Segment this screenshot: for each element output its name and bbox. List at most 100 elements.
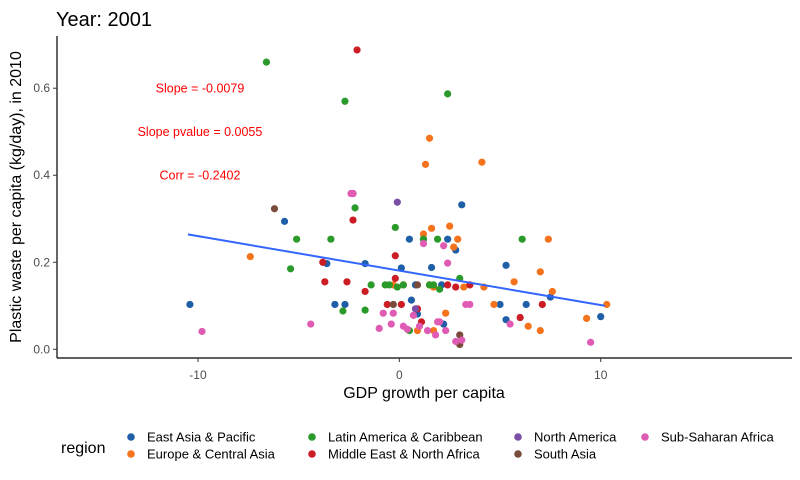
point-europe-central-asia xyxy=(548,287,556,296)
point-europe-central-asia xyxy=(446,222,454,230)
points-layer xyxy=(186,46,611,349)
point-latin-america-caribbean xyxy=(361,306,369,314)
point-middle-east-north-africa xyxy=(343,278,351,286)
point-middle-east-north-africa xyxy=(353,46,361,54)
point-latin-america-caribbean xyxy=(341,97,349,105)
point-sub-saharan-africa xyxy=(415,322,424,330)
trend-layer xyxy=(187,233,605,307)
point-europe-central-asia xyxy=(536,326,544,335)
legend-key xyxy=(514,433,522,441)
annotation-text: Slope pvalue = 0.0055 xyxy=(138,125,263,139)
point-south-asia xyxy=(270,205,279,213)
point-middle-east-north-africa xyxy=(538,300,546,309)
point-sub-saharan-africa xyxy=(389,309,397,317)
point-middle-east-north-africa xyxy=(321,278,329,286)
point-europe-central-asia xyxy=(450,243,458,251)
legend-label: Europe & Central Asia xyxy=(147,447,276,462)
point-latin-america-caribbean xyxy=(293,235,301,243)
point-latin-america-caribbean xyxy=(436,285,444,293)
y-axis-title: Plastic waste per capita (kg/day), in 20… xyxy=(8,51,25,343)
point-sub-saharan-africa xyxy=(506,320,514,328)
point-sub-saharan-africa xyxy=(379,309,387,317)
legend-label: East Asia & Pacific xyxy=(147,430,256,445)
point-south-asia xyxy=(389,300,397,309)
point-latin-america-caribbean xyxy=(262,58,271,66)
point-europe-central-asia xyxy=(544,235,552,243)
point-latin-america-caribbean xyxy=(391,223,399,232)
point-europe-central-asia xyxy=(524,322,532,330)
point-north-america xyxy=(411,305,420,313)
point-middle-east-north-africa xyxy=(383,300,391,309)
point-latin-america-caribbean xyxy=(399,281,407,289)
point-middle-east-north-africa xyxy=(397,300,405,309)
point-east-asia-pacific xyxy=(496,300,504,309)
point-sub-saharan-africa xyxy=(375,324,383,333)
legend-label: Sub-Saharan Africa xyxy=(661,430,775,445)
point-latin-america-caribbean xyxy=(444,90,452,98)
point-middle-east-north-africa xyxy=(444,281,452,289)
point-east-asia-pacific xyxy=(341,300,349,309)
x-axis-ticks: -10 0 10 xyxy=(189,358,608,382)
x-axis-title: GDP growth per capita xyxy=(343,385,505,402)
point-europe-central-asia xyxy=(427,224,436,232)
point-sub-saharan-africa xyxy=(307,320,315,328)
point-east-asia-pacific xyxy=(502,261,510,269)
y-tick-label: 0.0 xyxy=(33,342,50,356)
point-middle-east-north-africa xyxy=(452,283,460,291)
point-sub-saharan-africa xyxy=(436,318,444,326)
point-sub-saharan-africa xyxy=(349,189,357,198)
point-europe-central-asia xyxy=(454,235,462,243)
point-latin-america-caribbean xyxy=(367,281,375,289)
y-tick-label: 0.6 xyxy=(33,81,50,95)
y-axis-ticks: 0.0 0.2 0.4 0.6 xyxy=(33,81,57,356)
point-latin-america-caribbean xyxy=(429,281,438,289)
point-middle-east-north-africa xyxy=(319,258,327,266)
annotations-layer: Slope = -0.0079 Slope pvalue = 0.0055 Corr… xyxy=(138,82,263,183)
point-europe-central-asia xyxy=(603,300,611,309)
point-europe-central-asia xyxy=(419,230,428,238)
point-europe-central-asia xyxy=(536,268,544,276)
point-europe-central-asia xyxy=(490,300,498,309)
point-latin-america-caribbean xyxy=(433,235,442,243)
point-europe-central-asia xyxy=(246,253,254,261)
point-east-asia-pacific xyxy=(427,263,436,272)
point-sub-saharan-africa xyxy=(458,336,466,344)
legend-key xyxy=(127,433,135,441)
point-east-asia-pacific xyxy=(331,300,339,309)
point-sub-saharan-africa xyxy=(431,331,440,339)
legend: East Asia & Pacific Europe & Central Asia… xyxy=(127,430,775,462)
y-tick-label: 0.4 xyxy=(33,168,50,182)
annotation-text: Slope = -0.0079 xyxy=(156,82,245,96)
point-middle-east-north-africa xyxy=(361,287,369,296)
point-sub-saharan-africa xyxy=(444,259,452,267)
point-latin-america-caribbean xyxy=(339,307,347,315)
point-latin-america-caribbean xyxy=(351,204,359,212)
point-sub-saharan-africa xyxy=(587,338,595,346)
legend-key xyxy=(127,450,135,458)
x-tick-label: 10 xyxy=(594,368,608,382)
point-latin-america-caribbean xyxy=(286,265,295,273)
point-sub-saharan-africa xyxy=(198,327,206,336)
y-tick-label: 0.2 xyxy=(33,255,50,269)
legend-key xyxy=(308,450,316,458)
chart-title: Year: 2001 xyxy=(56,9,152,31)
point-europe-central-asia xyxy=(583,314,591,323)
legend-label: North America xyxy=(534,430,617,445)
point-sub-saharan-africa xyxy=(423,326,432,335)
point-sub-saharan-africa xyxy=(442,326,450,335)
point-sub-saharan-africa xyxy=(419,239,428,248)
legend-label: Middle East & North Africa xyxy=(328,447,480,462)
point-latin-america-caribbean xyxy=(518,235,526,243)
point-europe-central-asia xyxy=(442,309,450,317)
x-tick-label: -10 xyxy=(189,368,207,382)
point-east-asia-pacific xyxy=(597,313,605,321)
point-sub-saharan-africa xyxy=(452,337,460,346)
point-east-asia-pacific xyxy=(405,235,413,243)
point-east-asia-pacific xyxy=(522,300,530,309)
point-sub-saharan-africa xyxy=(409,311,418,319)
legend-key xyxy=(641,433,649,441)
annotation-text: Corr = -0.2402 xyxy=(159,169,240,183)
point-middle-east-north-africa xyxy=(516,313,524,322)
point-europe-central-asia xyxy=(510,278,518,286)
